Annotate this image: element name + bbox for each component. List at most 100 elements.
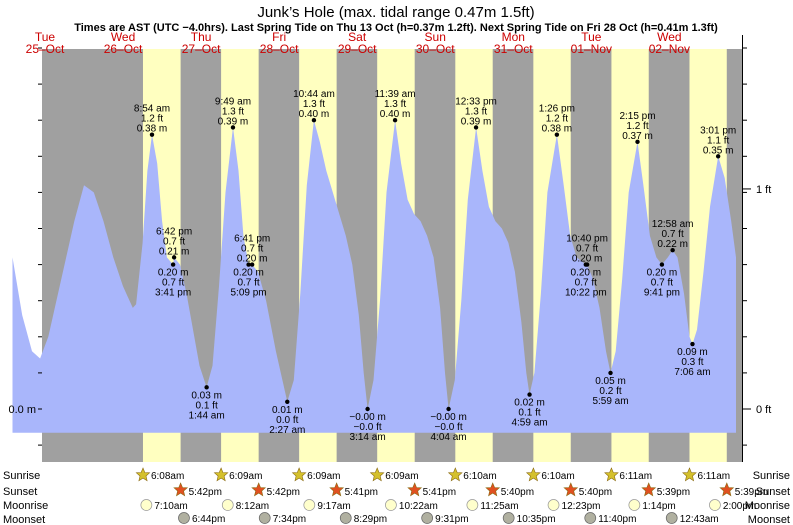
sunrise-time: 6:09am	[229, 471, 262, 482]
extremum-time: 12:58 am	[652, 219, 694, 230]
row-label-sunrise-left: Sunrise	[3, 470, 40, 482]
extremum-time: 10:44 am	[293, 89, 335, 100]
moonrise-time: 9:17am	[317, 501, 350, 512]
extremum-time: 5:59 am	[592, 396, 628, 407]
day-label-dow: Sun	[425, 30, 446, 44]
tide-extremum-point	[285, 399, 290, 404]
sunrise-icon	[604, 467, 619, 482]
day-label-date: 31–Oct	[494, 42, 533, 56]
extremum-height-ft: 1.2 ft	[626, 121, 648, 132]
moonrise-time: 1:14pm	[642, 501, 675, 512]
extremum-time: 3:14 am	[350, 432, 386, 443]
extremum-time: 12:33 pm	[455, 96, 497, 107]
row-label-moonrise-left: Moonrise	[3, 500, 48, 512]
extremum-time: 9:49 am	[215, 96, 251, 107]
extremum-time: 8:54 am	[134, 104, 170, 115]
extremum-height-ft: −0.0 ft	[435, 422, 463, 433]
extremum-height-ft: 0.2 ft	[599, 386, 621, 397]
extremum-time: 2:15 pm	[619, 111, 655, 122]
sunrise-time: 6:10am	[463, 471, 496, 482]
tide-extremum-point	[311, 118, 317, 123]
moonrise-icon	[385, 499, 397, 511]
extremum-height-ft: 0.7 ft	[651, 278, 673, 289]
extremum-height-ft: 0.7 ft	[575, 278, 597, 289]
extremum-height-m: 0.02 m	[514, 398, 545, 409]
extremum-height-ft: 1.3 ft	[465, 106, 487, 117]
extremum-time: 3:01 pm	[700, 125, 736, 136]
tide-extremum-point	[365, 406, 370, 412]
extremum-time: 1:26 pm	[539, 104, 575, 115]
extremum-height-ft: 1.1 ft	[707, 135, 729, 146]
sunrise-icon	[213, 467, 229, 482]
extremum-height-m: 0.38 m	[137, 124, 168, 135]
extremum-time: 6:41 pm	[234, 234, 270, 245]
sunrise-icon	[135, 467, 151, 482]
sunset-time: 5:42pm	[267, 487, 300, 498]
sunrise-time: 6:08am	[151, 471, 184, 482]
sunset-icon	[173, 482, 189, 497]
moonrise-icon	[547, 499, 560, 511]
sunrise-time: 6:11am	[697, 471, 730, 482]
day-label-date: 30–Oct	[416, 42, 455, 56]
extremum-height-m: 0.09 m	[677, 347, 708, 358]
day-label-date: 28–Oct	[260, 42, 299, 56]
extremum-height-m: 0.20 m	[647, 268, 678, 279]
extremum-height-ft: 0.7 ft	[237, 278, 259, 289]
sunset-time: 5:39pm	[735, 487, 768, 498]
right-axis-label: 0 ft	[756, 404, 771, 416]
tide-extremum-point	[583, 262, 589, 267]
sunset-time: 5:41pm	[423, 487, 456, 498]
extremum-height-m: −0.00 m	[349, 412, 385, 423]
moonset-icon	[584, 512, 597, 524]
extremum-time: 11:39 am	[375, 89, 416, 100]
extremum-height-ft: −0.0 ft	[354, 422, 382, 433]
tide-extremum-point	[608, 370, 613, 376]
extremum-time: 1:44 am	[189, 410, 225, 421]
sunrise-icon	[291, 467, 307, 482]
extremum-height-ft: 1.3 ft	[222, 106, 244, 117]
row-label-sunset-right: Sunset	[756, 486, 790, 498]
day-label-dow: Fri	[272, 30, 286, 44]
day-label-date: 01–Nov	[571, 42, 612, 56]
extremum-height-m: 0.22 m	[657, 239, 688, 250]
extremum-time: 3:41 pm	[155, 288, 191, 299]
sunset-icon	[329, 482, 345, 497]
moonset-time: 6:44pm	[192, 514, 225, 525]
extremum-height-ft: 0.0 ft	[276, 415, 298, 426]
day-label-dow: Sat	[348, 30, 367, 44]
sunrise-icon	[369, 467, 385, 482]
chart-title: Junk’s Hole (max. tidal range 0.47m 1.5f…	[257, 4, 534, 21]
extremum-height-m: 0.40 m	[299, 109, 330, 120]
extremum-height-ft: 1.2 ft	[546, 114, 568, 125]
astro-rows: Sunrise Sunset Moonrise Moonset Sunrise …	[3, 467, 790, 525]
extremum-time: 6:42 pm	[156, 226, 192, 237]
tide-extremum-point	[392, 118, 398, 123]
tide-extremum-point	[446, 406, 451, 412]
day-label-dow: Tue	[35, 30, 56, 44]
day-label-dow: Thu	[191, 30, 212, 44]
moonrise-time: 8:12am	[236, 501, 269, 512]
row-label-sunrise-right: Sunrise	[753, 470, 790, 482]
sunset-icon	[641, 482, 657, 497]
day-label-dow: Tue	[581, 30, 602, 44]
moonset-icon	[178, 512, 190, 524]
moonset-time: 10:35pm	[517, 514, 556, 525]
sunrise-icon	[682, 467, 697, 482]
extremum-height-m: 0.39 m	[461, 116, 492, 127]
row-label-moonset-left: Moonset	[3, 514, 45, 525]
axes: 1 ft 0 ft 0.0 m	[8, 35, 771, 462]
extremum-time: 9:41 pm	[644, 288, 680, 299]
moonrise-time: 2:00pm	[723, 501, 756, 512]
sunset-icon	[407, 482, 423, 497]
moonset-icon	[421, 512, 434, 524]
sunset-icon	[563, 482, 579, 497]
extremum-height-ft: 0.1 ft	[195, 400, 217, 411]
tide-extremum-point	[204, 385, 209, 390]
moonrise-icon	[628, 499, 641, 511]
day-label-date: 27–Oct	[182, 42, 221, 56]
row-label-sunset-left: Sunset	[3, 486, 37, 498]
extremum-height-m: 0.21 m	[159, 246, 190, 257]
day-label-date: 02–Nov	[649, 42, 690, 56]
moonrise-icon	[466, 499, 479, 511]
tide-extremum-point	[149, 132, 155, 137]
